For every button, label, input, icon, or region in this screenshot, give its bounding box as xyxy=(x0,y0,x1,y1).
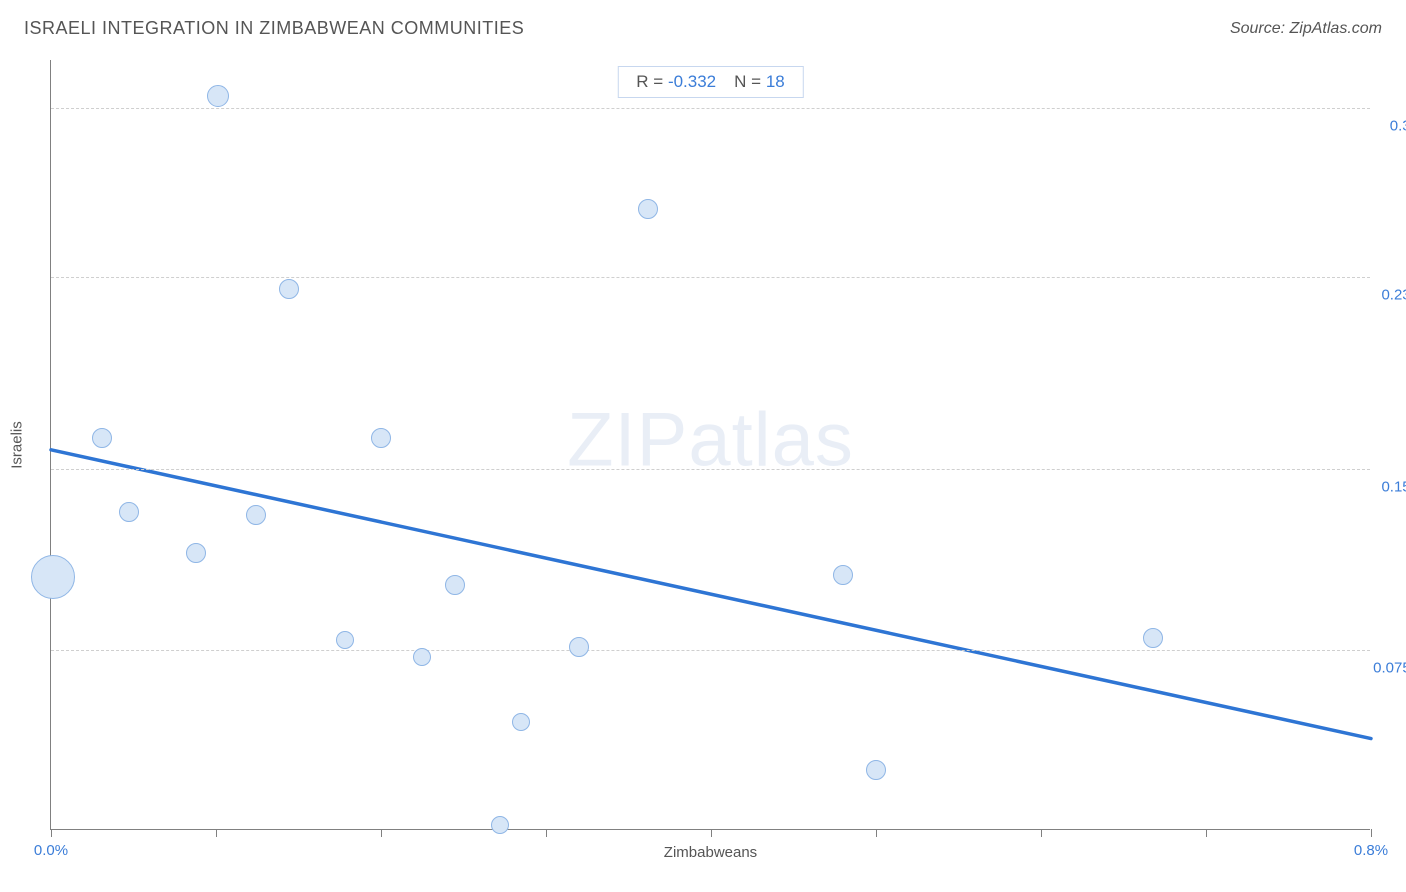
data-point xyxy=(246,505,266,525)
data-point xyxy=(279,279,299,299)
data-point xyxy=(336,631,354,649)
y-axis-label: Israelis xyxy=(9,421,26,469)
data-point xyxy=(833,565,853,585)
stat-n-value: 18 xyxy=(766,72,785,91)
x-tick xyxy=(216,829,217,837)
data-point xyxy=(512,713,530,731)
y-tick-label: 0.23% xyxy=(1381,286,1406,303)
trend-line xyxy=(51,60,1371,830)
x-tick xyxy=(711,829,712,837)
data-point xyxy=(186,543,206,563)
data-point xyxy=(445,575,465,595)
x-tick xyxy=(1206,829,1207,837)
data-point xyxy=(491,816,509,834)
y-tick-label: 0.15% xyxy=(1381,479,1406,496)
x-axis-label: Zimbabweans xyxy=(664,844,757,861)
data-point xyxy=(1143,628,1163,648)
data-point xyxy=(569,637,589,657)
data-point xyxy=(866,760,886,780)
gridline xyxy=(51,108,1370,109)
header: ISRAELI INTEGRATION IN ZIMBABWEAN COMMUN… xyxy=(24,18,1382,39)
y-tick-label: 0.3% xyxy=(1390,118,1406,135)
x-tick xyxy=(876,829,877,837)
stat-r-label: R = xyxy=(636,72,663,91)
data-point xyxy=(413,648,431,666)
gridline xyxy=(51,650,1370,651)
stat-r: R = -0.332 xyxy=(636,72,716,92)
data-point xyxy=(31,555,75,599)
stats-box: R = -0.332 N = 18 xyxy=(617,66,803,98)
x-tick-label: 0.8% xyxy=(1354,842,1388,859)
data-point xyxy=(207,85,229,107)
source-credit: Source: ZipAtlas.com xyxy=(1230,20,1382,38)
chart-title: ISRAELI INTEGRATION IN ZIMBABWEAN COMMUN… xyxy=(24,18,524,39)
x-tick xyxy=(51,829,52,837)
gridline xyxy=(51,277,1370,278)
x-tick xyxy=(546,829,547,837)
scatter-chart: ZIPatlas R = -0.332 N = 18 Israelis Zimb… xyxy=(50,60,1370,830)
stat-n: N = 18 xyxy=(734,72,785,92)
gridline xyxy=(51,469,1370,470)
stat-n-label: N = xyxy=(734,72,761,91)
x-tick-label: 0.0% xyxy=(34,842,68,859)
stat-r-value: -0.332 xyxy=(668,72,716,91)
data-point xyxy=(119,502,139,522)
x-tick xyxy=(1041,829,1042,837)
x-tick xyxy=(1371,829,1372,837)
data-point xyxy=(638,199,658,219)
x-tick xyxy=(381,829,382,837)
data-point xyxy=(92,428,112,448)
data-point xyxy=(371,428,391,448)
y-tick-label: 0.075% xyxy=(1373,659,1406,676)
